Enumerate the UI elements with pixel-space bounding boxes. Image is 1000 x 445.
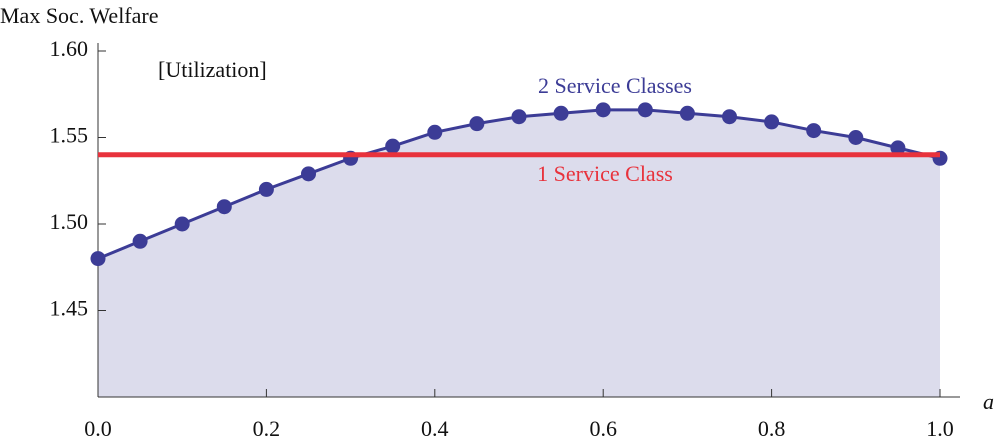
data-point [90,251,106,267]
data-point [301,166,316,182]
x-tick-label: 0.4 [421,416,449,441]
data-point [890,140,906,156]
y-tick-label: 1.45 [50,296,89,321]
x-tick-label: 0.2 [253,416,281,441]
annotation: [Utilization] [158,57,267,82]
data-point [637,102,653,118]
y-tick-label: 1.55 [50,123,89,148]
x-tick-label: 1.0 [926,416,954,441]
x-tick-label: 0.8 [758,416,786,441]
data-point [679,105,695,121]
x-axis-label: a [983,389,994,414]
data-point [806,123,822,139]
x-tick-label: 0.0 [84,416,112,441]
area-fill [98,109,940,397]
data-point [511,109,527,125]
y-axis-label: Max Soc. Welfare [0,3,159,28]
data-point [258,181,274,197]
data-point [216,199,232,215]
y-tick-label: 1.50 [50,209,89,234]
data-point [132,233,148,249]
data-point [385,138,401,154]
data-point [722,109,737,125]
series-label: 2 Service Classes [538,73,692,98]
y-tick-label: 1.60 [50,36,89,61]
data-point [427,124,443,140]
data-point [174,216,190,232]
data-point [595,102,611,118]
data-point [764,114,780,130]
data-point [848,130,864,145]
data-point [553,105,569,121]
series-label: 1 Service Class [537,161,673,186]
data-point [469,116,485,132]
x-tick-label: 0.6 [589,416,617,441]
